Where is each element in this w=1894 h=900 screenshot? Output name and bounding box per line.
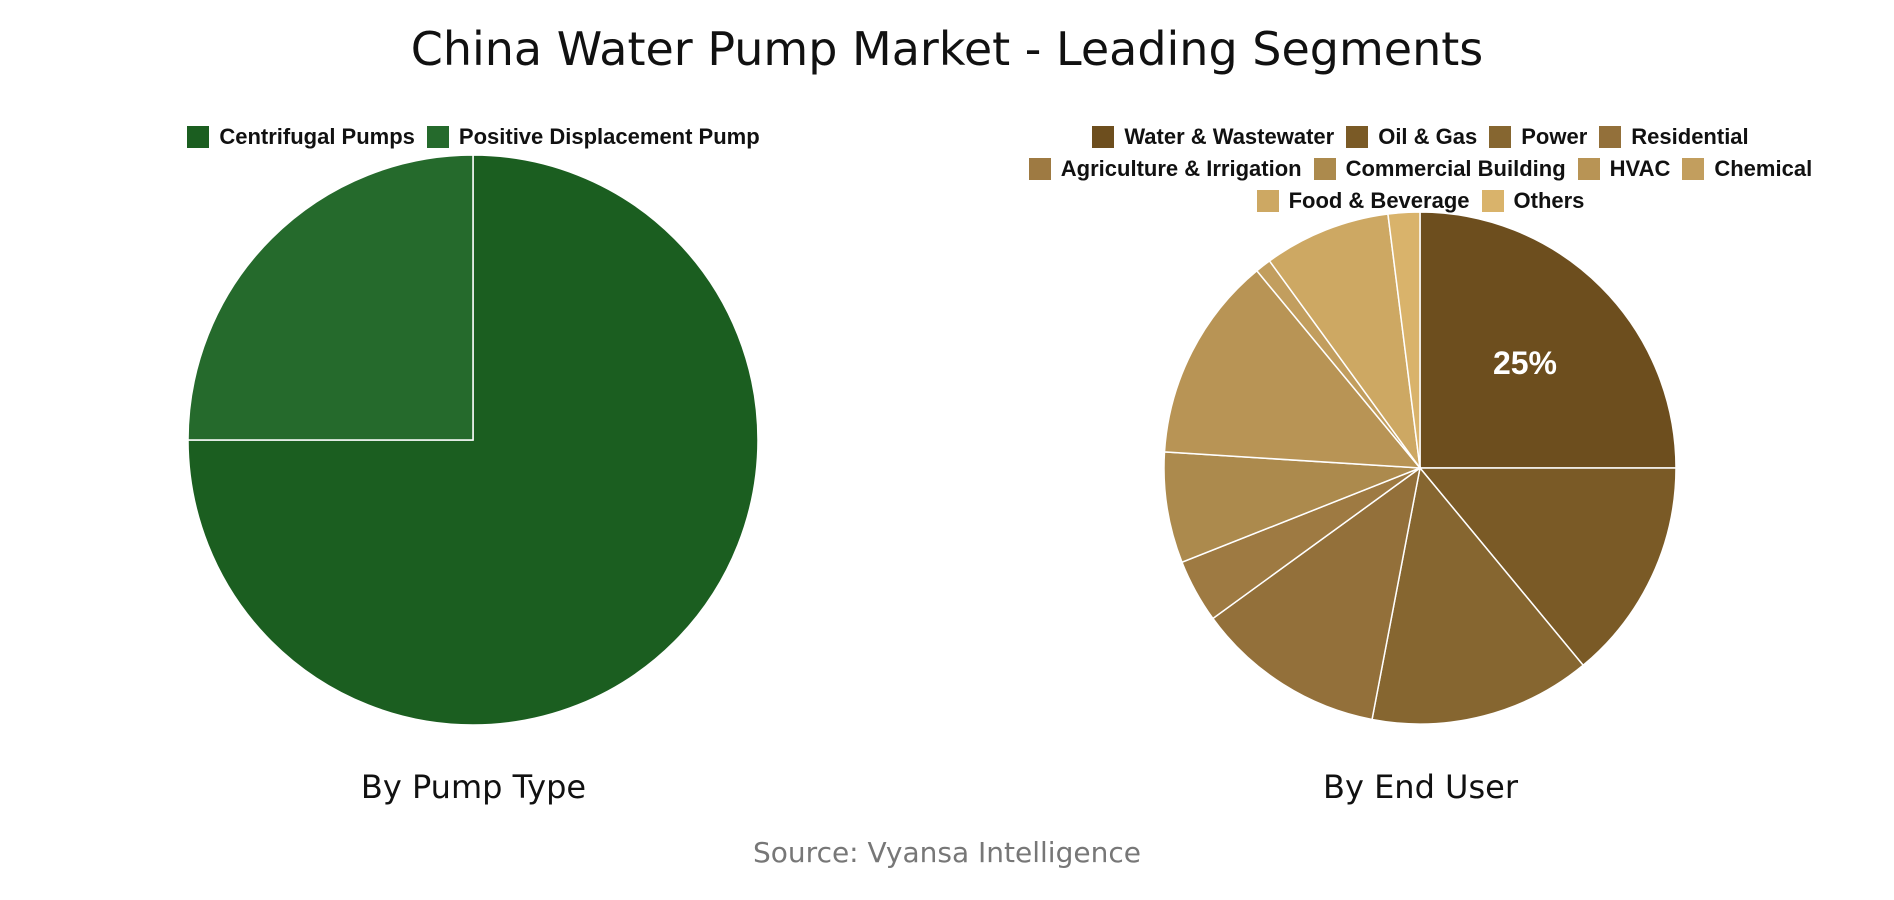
legend-swatch — [1346, 126, 1369, 148]
legend-item-power[interactable]: Power — [1489, 124, 1587, 150]
legend-label: Agriculture & Irrigation — [1060, 156, 1302, 181]
pie-slice-power[interactable] — [1371, 466, 1585, 725]
legend-item-positive-displacement-pump[interactable]: Positive Displacement Pump — [426, 124, 760, 150]
legend-label: Power — [1521, 124, 1588, 149]
chart-title: China Water Pump Market - Leading Segmen… — [410, 22, 1484, 76]
legend-row: Agriculture & Irrigation Commercial Build… — [1028, 156, 1812, 182]
legend-label: HVAC — [1609, 156, 1671, 181]
legend-item-chemical[interactable]: Chemical — [1682, 156, 1812, 182]
pie-slice-water-and-wastewater[interactable] — [1419, 211, 1677, 469]
subtitle-end-user: By End User — [1323, 768, 1518, 806]
legend-label: Oil & Gas — [1378, 124, 1478, 149]
legend-item-hvac[interactable]: HVAC — [1577, 156, 1671, 182]
pie-slice-others[interactable] — [1387, 211, 1421, 469]
data-label-water-and-wastewater: 25% — [1493, 345, 1557, 381]
legend-end-user: Water & Wastewater Oil & Gas Power Resident… — [947, 124, 1894, 214]
legend-swatch — [1092, 126, 1115, 148]
legend-row: Water & Wastewater Oil & Gas Power Resident… — [1092, 124, 1749, 150]
legend-swatch — [1481, 190, 1504, 212]
legend-row: Food & Beverage Others — [1256, 188, 1585, 214]
pie-panel-end-user: 25% Water & Wastewater Oil & Gas Power Resi… — [947, 100, 1894, 820]
legend-swatch — [1599, 126, 1622, 148]
legend-label: Commercial Building — [1345, 156, 1566, 181]
pie-slice-hvac[interactable] — [1163, 269, 1422, 469]
pie-slice-positive-displacement-pump[interactable] — [187, 154, 474, 441]
legend-label: Others — [1513, 188, 1585, 213]
legend-row: Centrifugal Pumps Positive Displacement P… — [187, 124, 760, 150]
legend-label: Centrifugal Pumps — [219, 124, 415, 149]
legend-swatch — [187, 126, 210, 148]
legend-label: Water & Wastewater — [1124, 124, 1335, 149]
legend-label: Food & Beverage — [1288, 188, 1470, 213]
legend-swatch — [1682, 158, 1705, 180]
pie-slice-residential[interactable] — [1211, 466, 1422, 721]
legend-label: Positive Displacement Pump — [458, 124, 760, 149]
legend-item-centrifugal-pumps[interactable]: Centrifugal Pumps — [187, 124, 415, 150]
source-note: Source: Vyansa Intelligence — [753, 836, 1141, 869]
legend-swatch — [426, 126, 449, 148]
subtitle-pump-type: By Pump Type — [360, 768, 587, 806]
pie-chart-end-user: 25% — [1163, 211, 1677, 725]
legend-swatch — [1313, 158, 1336, 180]
legend-item-food-and-beverage[interactable]: Food & Beverage — [1256, 188, 1470, 214]
pie-panel-pump-type: Centrifugal Pumps Positive Displacement P… — [0, 100, 947, 820]
legend-item-oil-and-gas[interactable]: Oil & Gas — [1346, 124, 1477, 150]
legend-swatch — [1577, 158, 1600, 180]
legend-swatch — [1489, 126, 1512, 148]
legend-item-agriculture-and-irrigation[interactable]: Agriculture & Irrigation — [1028, 156, 1302, 182]
legend-item-water-and-wastewater[interactable]: Water & Wastewater — [1092, 124, 1334, 150]
legend-swatch — [1256, 190, 1279, 212]
pie-slice-food-and-beverage[interactable] — [1268, 213, 1421, 469]
pie-slice-oil-and-gas[interactable] — [1418, 467, 1677, 667]
legend-item-residential[interactable]: Residential — [1599, 124, 1749, 150]
legend-pump-type: Centrifugal Pumps Positive Displacement P… — [0, 124, 947, 150]
legend-item-commercial-building[interactable]: Commercial Building — [1313, 156, 1566, 182]
legend-label: Chemical — [1714, 156, 1813, 181]
pie-chart-pump-type — [187, 154, 759, 726]
legend-item-others[interactable]: Others — [1481, 188, 1585, 214]
pie-slice-commercial-building[interactable] — [1163, 451, 1421, 564]
legend-swatch — [1028, 158, 1051, 180]
legend-label: Residential — [1631, 124, 1749, 149]
